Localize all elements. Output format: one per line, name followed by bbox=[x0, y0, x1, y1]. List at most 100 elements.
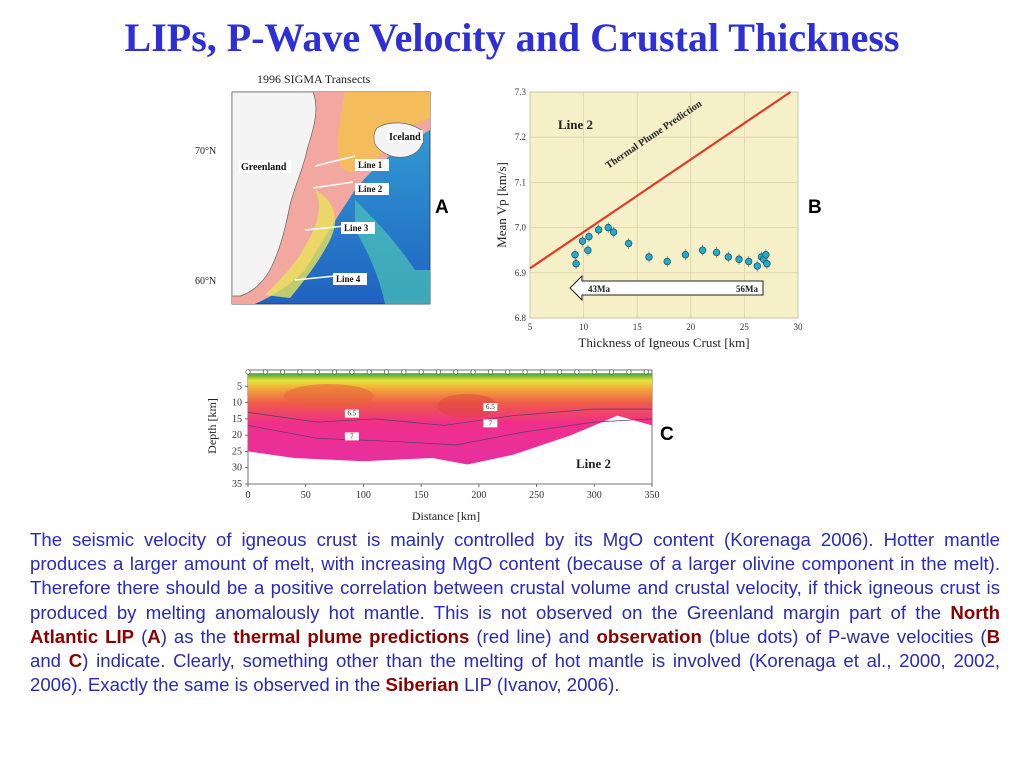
y-tick-label: 7.3 bbox=[515, 87, 527, 97]
station-marker bbox=[643, 369, 649, 375]
transect-label-line1: Line 1 bbox=[358, 160, 383, 170]
contour-label-box bbox=[483, 403, 498, 412]
station-marker bbox=[384, 369, 390, 375]
observation-point bbox=[645, 253, 653, 261]
thermal-plume-line bbox=[529, 91, 792, 270]
observation-point bbox=[572, 260, 580, 268]
contour-label-box bbox=[483, 419, 498, 428]
station-marker bbox=[487, 369, 493, 375]
greenland-map: 1996 SIGMA Transects 70°N 60°N Greenland… bbox=[195, 72, 431, 305]
contour-label: 6.5 bbox=[348, 410, 357, 418]
section-panel: 0 50 100 150 200 250 300 350 5 10 15 20 25 30 35 6.5 6… bbox=[200, 362, 665, 524]
caption-part: The seismic velocity of igneous crust is… bbox=[30, 529, 1000, 623]
station-marker bbox=[280, 369, 286, 375]
y-tick-label: 35 bbox=[232, 479, 242, 490]
plot-area bbox=[529, 91, 799, 319]
velocity-anomaly bbox=[437, 393, 498, 418]
caption-part: ) as the bbox=[160, 625, 234, 647]
station-marker bbox=[366, 369, 372, 375]
y-tick-label: 7.1 bbox=[515, 177, 526, 187]
y-tick-label: 5 bbox=[237, 381, 242, 392]
y-tick-label: 10 bbox=[232, 398, 242, 409]
observation-point bbox=[724, 253, 733, 261]
velocity-contour bbox=[247, 418, 653, 446]
greenland-label: Greenland bbox=[241, 162, 287, 173]
observation-point bbox=[584, 246, 592, 254]
x-tick-label: 100 bbox=[356, 490, 371, 501]
age-arrow bbox=[569, 274, 764, 302]
station-marker bbox=[401, 369, 407, 375]
chart-c-inset-label: Line 2 bbox=[576, 456, 611, 471]
station-marker bbox=[297, 369, 303, 375]
station-marker bbox=[314, 369, 320, 375]
x-tick-label: 350 bbox=[645, 490, 660, 501]
station-marker bbox=[262, 369, 268, 375]
caption-part: LIP (Ivanov, 2006). bbox=[458, 674, 620, 696]
x-tick-label: 150 bbox=[414, 490, 429, 501]
y-tick-label: 15 bbox=[232, 414, 242, 425]
velocity-anomaly bbox=[283, 384, 374, 409]
station-marker bbox=[626, 369, 632, 375]
contour-label: 6.5 bbox=[486, 403, 495, 411]
x-tick-label: 25 bbox=[740, 322, 750, 332]
observation-point bbox=[663, 257, 671, 266]
y-tick-label: 30 bbox=[232, 463, 242, 474]
station-marker bbox=[591, 369, 597, 375]
observation-point bbox=[681, 251, 690, 259]
caption-part: ) indicate. Clearly, something other tha… bbox=[30, 650, 1000, 696]
map-panel: 1996 SIGMA Transects 70°N 60°N Greenland… bbox=[195, 70, 435, 310]
station-marker bbox=[505, 369, 511, 375]
caption-part: and bbox=[30, 650, 69, 672]
transect-label-line4: Line 4 bbox=[336, 274, 361, 284]
observation-point bbox=[698, 246, 707, 254]
chart-c-ylabel: Depth [km] bbox=[205, 398, 219, 454]
y-tick-label: 20 bbox=[232, 430, 242, 441]
observation-point bbox=[571, 251, 579, 259]
velocity-chart-panel: 5 10 15 20 25 30 6.8 6.9 7.0 7.1 7.2 7.3 Line 2 Th… bbox=[490, 85, 810, 355]
map-title: 1996 SIGMA Transects bbox=[257, 72, 371, 86]
chart-b-xlabel: Thickness of Igneous Crust [km] bbox=[578, 335, 749, 350]
velocity-contour bbox=[247, 408, 652, 426]
observation-point bbox=[712, 248, 721, 257]
x-tick-label: 50 bbox=[301, 490, 311, 501]
observation-point bbox=[744, 257, 753, 266]
station-marker bbox=[522, 369, 528, 375]
station-marker bbox=[349, 369, 355, 375]
iceland-label: Iceland bbox=[389, 132, 421, 143]
contour-label: 7 bbox=[350, 432, 354, 440]
chart-b-ylabel: Mean Vp [km/s] bbox=[494, 162, 509, 248]
station-marker bbox=[332, 369, 338, 375]
observation-point bbox=[763, 260, 771, 268]
observation-point bbox=[578, 237, 587, 245]
x-tick-label: 10 bbox=[579, 322, 589, 332]
observation-point bbox=[585, 232, 593, 241]
y-tick-label: 6.8 bbox=[515, 313, 527, 323]
panel-letter-c: C bbox=[660, 424, 674, 445]
station-marker bbox=[557, 369, 563, 375]
transect-label-line2: Line 2 bbox=[358, 184, 383, 194]
contour-label-box bbox=[344, 409, 359, 418]
observation-point bbox=[594, 226, 603, 234]
station-marker bbox=[418, 369, 424, 375]
y-tick-label: 25 bbox=[232, 446, 242, 457]
depth-section-chart: 0 50 100 150 200 250 300 350 5 10 15 20 25 30 35 6.5 6… bbox=[205, 369, 660, 523]
x-tick-label: 20 bbox=[686, 322, 696, 332]
y-tick-label: 7.0 bbox=[515, 223, 527, 233]
caption-emphasis-b: B bbox=[986, 625, 1000, 647]
y-tick-label: 7.2 bbox=[515, 132, 526, 142]
x-tick-label: 0 bbox=[246, 490, 251, 501]
x-tick-label: 5 bbox=[528, 322, 533, 332]
observation-point bbox=[735, 255, 743, 263]
observation-point bbox=[624, 239, 633, 248]
x-tick-label: 250 bbox=[529, 490, 544, 501]
slide-title: LIPs, P-Wave Velocity and Crustal Thickn… bbox=[124, 15, 900, 60]
station-marker bbox=[470, 369, 476, 375]
x-tick-label: 200 bbox=[471, 490, 486, 501]
x-tick-label: 15 bbox=[633, 322, 643, 332]
caption-emphasis-c: C bbox=[68, 650, 83, 672]
caption-part: (red line) and bbox=[469, 625, 597, 647]
contour-label: 7 bbox=[489, 419, 493, 427]
panel-letter-b: B bbox=[808, 197, 822, 218]
observation-point bbox=[604, 223, 612, 232]
contour-label-box bbox=[344, 432, 359, 441]
